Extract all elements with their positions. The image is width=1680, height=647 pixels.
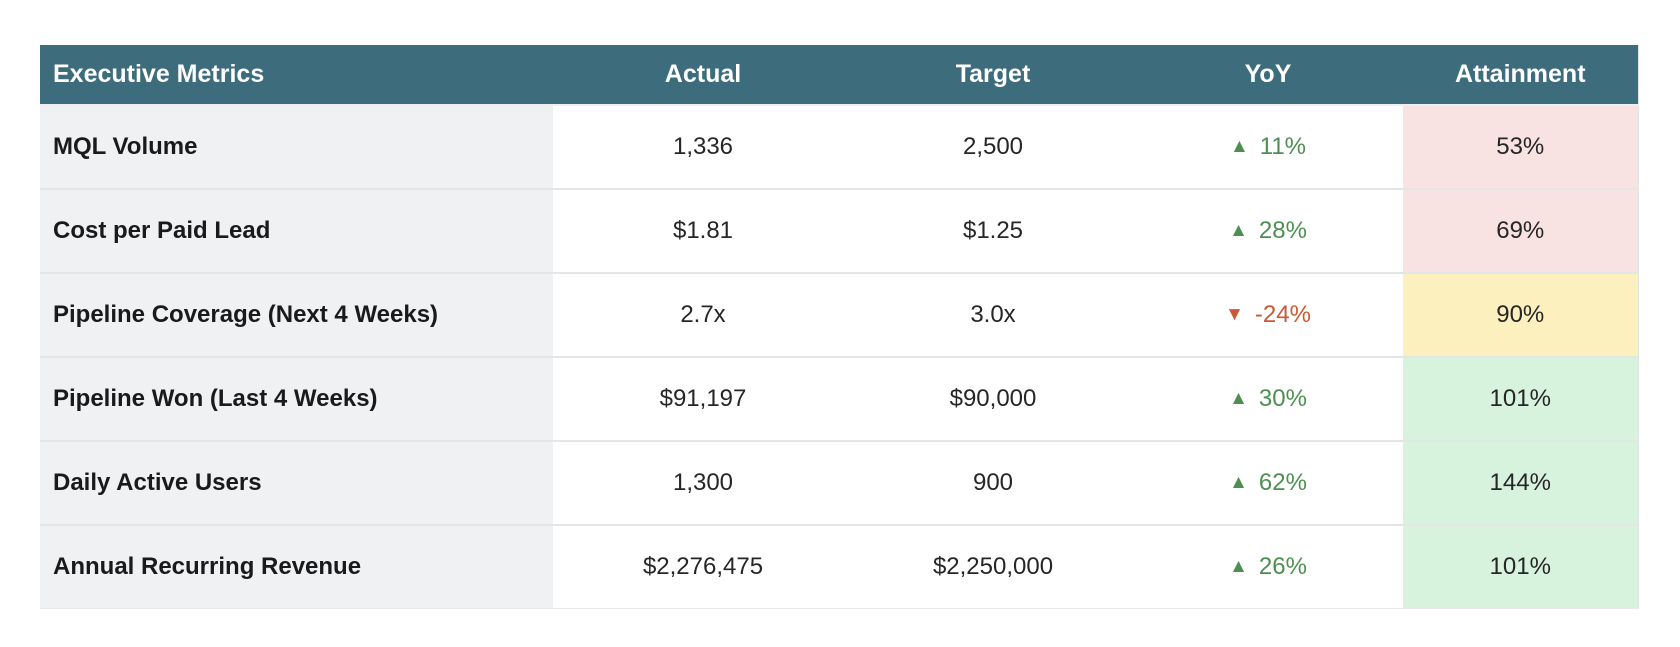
executive-metrics-table: Executive Metrics Actual Target YoY Atta… [40, 45, 1639, 609]
yoy-value: ▼ -24% [1133, 272, 1403, 357]
actual-value: 1,300 [553, 440, 853, 525]
target-value: $2,250,000 [853, 524, 1133, 609]
column-header-yoy: YoY [1133, 45, 1403, 105]
table-title: Executive Metrics [40, 45, 553, 105]
yoy-value: ▲ 11% [1133, 104, 1403, 189]
trend-up-icon: ▲ [1229, 220, 1248, 241]
attainment-value: 53% [1403, 104, 1638, 189]
actual-value: $91,197 [553, 356, 853, 441]
yoy-percent: 62% [1258, 469, 1307, 496]
table-row: Daily Active Users 1,300 900 ▲ 62% 144% [40, 440, 1638, 525]
yoy-percent: 11% [1259, 133, 1307, 160]
actual-value: $1.81 [553, 188, 853, 273]
actual-value: 1,336 [553, 104, 853, 189]
yoy-percent: 30% [1258, 385, 1307, 412]
yoy-percent: 26% [1258, 553, 1307, 580]
table-row: Cost per Paid Lead $1.81 $1.25 ▲ 28% 69% [40, 188, 1638, 273]
yoy-value: ▲ 62% [1133, 440, 1403, 525]
column-header-attainment: Attainment [1403, 45, 1638, 105]
attainment-value: 69% [1403, 188, 1638, 273]
metric-label: MQL Volume [40, 104, 553, 189]
attainment-value: 101% [1403, 524, 1638, 609]
attainment-value: 144% [1403, 440, 1638, 525]
trend-up-icon: ▲ [1229, 556, 1248, 577]
metric-label: Annual Recurring Revenue [40, 524, 553, 609]
yoy-value: ▲ 28% [1133, 188, 1403, 273]
table-row: MQL Volume 1,336 2,500 ▲ 11% 53% [40, 104, 1638, 189]
executive-metrics-widget: Executive Metrics Actual Target YoY Atta… [40, 45, 1639, 609]
yoy-value: ▲ 26% [1133, 524, 1403, 609]
metric-label: Daily Active Users [40, 440, 553, 525]
metric-label: Cost per Paid Lead [40, 188, 553, 273]
attainment-value: 101% [1403, 356, 1638, 441]
table-header-row: Executive Metrics Actual Target YoY Atta… [40, 45, 1638, 105]
target-value: 900 [853, 440, 1133, 525]
table-row: Annual Recurring Revenue $2,276,475 $2,250… [40, 524, 1638, 609]
trend-up-icon: ▲ [1229, 472, 1248, 493]
metrics-table-body: MQL Volume 1,336 2,500 ▲ 11% 53% Cost per Paid… [40, 104, 1638, 609]
target-value: 2,500 [853, 104, 1133, 189]
yoy-value: ▲ 30% [1133, 356, 1403, 441]
actual-value: $2,276,475 [553, 524, 853, 609]
column-header-actual: Actual [553, 45, 853, 105]
actual-value: 2.7x [553, 272, 853, 357]
attainment-value: 90% [1403, 272, 1638, 357]
trend-up-icon: ▲ [1229, 136, 1249, 157]
target-value: $90,000 [853, 356, 1133, 441]
yoy-percent: 28% [1258, 217, 1307, 244]
table-row: Pipeline Coverage (Next 4 Weeks) 2.7x 3.0x… [40, 272, 1638, 357]
metric-label: Pipeline Won (Last 4 Weeks) [40, 356, 553, 441]
target-value: 3.0x [853, 272, 1133, 357]
trend-up-icon: ▲ [1229, 388, 1248, 409]
yoy-percent: -24% [1254, 301, 1311, 328]
column-header-target: Target [853, 45, 1133, 105]
table-row: Pipeline Won (Last 4 Weeks) $91,197 $90,00… [40, 356, 1638, 441]
metric-label: Pipeline Coverage (Next 4 Weeks) [40, 272, 553, 357]
target-value: $1.25 [853, 188, 1133, 273]
trend-down-icon: ▼ [1225, 304, 1244, 325]
